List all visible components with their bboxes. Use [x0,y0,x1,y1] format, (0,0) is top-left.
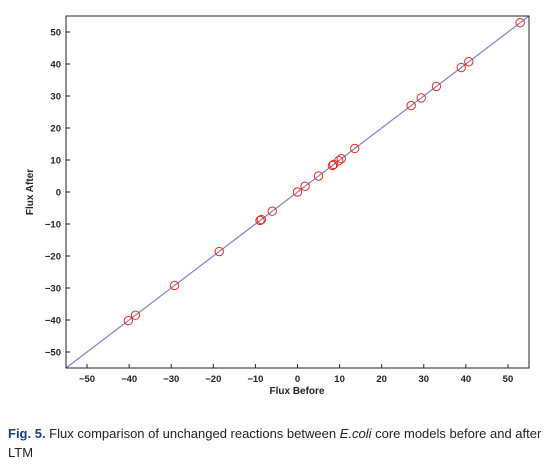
x-tick-label: 30 [418,374,429,385]
caption-text-after: core models before and after LTM [8,426,542,460]
x-tick-label: 20 [376,374,387,385]
x-tick-label: 50 [503,374,514,385]
data-point [327,160,338,171]
data-point [515,18,525,28]
y-tick-label: −30 [45,284,61,295]
data-point [464,57,474,67]
x-tick-label: 10 [334,374,345,385]
x-tick-label: −10 [247,374,263,385]
data-point [292,187,303,197]
y-tick-label: −10 [45,220,61,231]
caption-organism: E.coli [339,426,372,441]
x-tick-label: 40 [461,374,472,385]
data-point [123,315,133,326]
y-tick-label: −20 [45,252,61,263]
reference-line [65,15,530,369]
markers-group [123,18,525,326]
x-tick-label: −30 [163,374,179,385]
data-point [406,100,416,111]
data-point [300,181,310,191]
x-tick-label: −20 [205,374,221,385]
data-point [416,93,426,103]
y-tick-label: 30 [50,92,61,103]
data-point [456,62,466,73]
data-point [169,280,180,291]
y-tick-label: 40 [50,60,61,71]
y-tick-label: 20 [50,124,61,135]
x-tick-label: −40 [121,374,137,385]
y-axis-ticks: −50 −40 −30 −20 −10 0 10 20 30 40 50 [45,28,70,359]
y-axis-label: Flux After [25,169,36,215]
data-point [130,310,141,320]
data-point [255,215,265,226]
data-point [256,214,267,225]
data-point [214,246,224,257]
data-point [350,143,360,154]
data-point [313,171,324,181]
scatter-chart: −50 −40 −30 −20 −10 0 10 20 30 40 50 −50−40−30−20−… [25,15,530,397]
x-tick-label: 0 [295,374,300,385]
data-point [267,206,277,216]
caption-figure-ref: Fig. 5. [8,426,46,441]
x-axis-ticks: −50 −40 −30 −20 −10 0 10 20 30 40 50 [79,364,513,385]
y-tick-label: 10 [50,156,61,167]
data-point [431,81,442,92]
figure-caption: Fig. 5. Flux comparison of unchanged rea… [8,424,548,462]
data-point [334,155,344,166]
data-point [336,154,346,164]
y-tick-label: −40 [45,316,61,327]
caption-text-before: Flux comparison of unchanged reactions b… [45,426,340,441]
y-tick-label: 50 [50,28,61,39]
y-tick-label: 0 [56,188,61,199]
x-axis-label: Flux Before [269,386,324,397]
x-tick-label: −50 [79,374,95,385]
y-tick-label: −50 [45,348,61,359]
